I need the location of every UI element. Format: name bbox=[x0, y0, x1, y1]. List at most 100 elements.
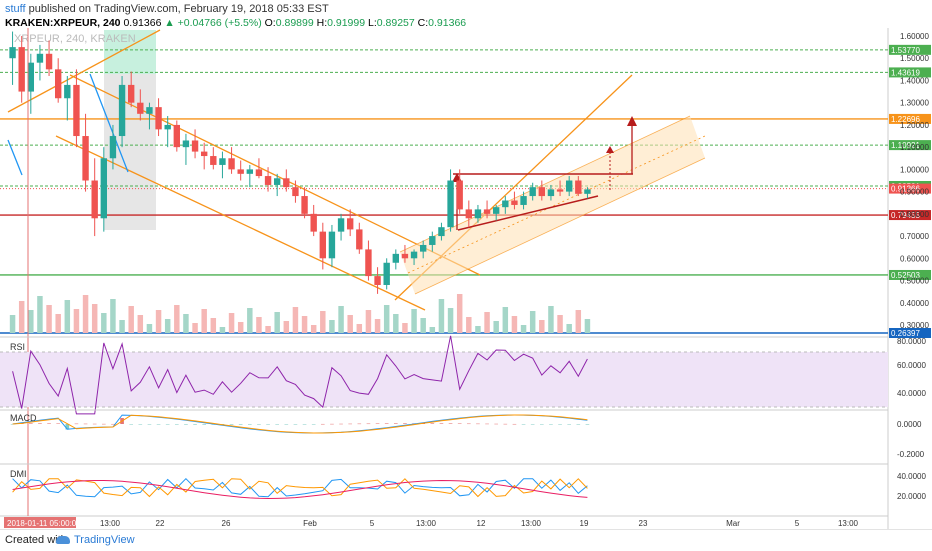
level-price-tag bbox=[889, 269, 931, 280]
time-tick-label: 12 bbox=[477, 519, 486, 528]
volume-bar bbox=[128, 306, 134, 333]
candle-body bbox=[419, 244, 427, 252]
candle-body bbox=[155, 107, 162, 130]
level-price-tag bbox=[889, 210, 931, 221]
volume-bar bbox=[575, 310, 582, 333]
open-value: 0.89899 bbox=[275, 17, 314, 29]
candle-body bbox=[529, 187, 536, 197]
rsi-tick-60: 60.0000 bbox=[897, 361, 926, 370]
candle-body bbox=[27, 62, 35, 92]
volume-bar bbox=[475, 326, 481, 333]
volume-bar bbox=[301, 316, 308, 333]
candle-body bbox=[219, 158, 226, 165]
macd-hist-bar bbox=[466, 423, 471, 425]
macd-hist-bar bbox=[530, 424, 535, 425]
level-price-tag bbox=[889, 183, 931, 194]
candle-body bbox=[365, 249, 372, 277]
macd-hist-bar bbox=[549, 424, 553, 425]
time-tick-label: 13:00 bbox=[521, 519, 542, 528]
volume-bar bbox=[256, 317, 262, 333]
volume-bars bbox=[9, 294, 591, 333]
volume-bar bbox=[247, 308, 253, 333]
level-price-label: 0.79455 bbox=[891, 211, 920, 220]
tradingview-logo[interactable]: TradingView bbox=[56, 534, 135, 546]
candle-body bbox=[127, 84, 135, 103]
low-value: 0.89257 bbox=[376, 17, 415, 29]
candle-body bbox=[182, 140, 190, 148]
crosshair-date: 2018-01-11 05:00:00 bbox=[7, 519, 81, 528]
macd-hist-bar bbox=[83, 423, 88, 425]
macd-hist-bar bbox=[56, 423, 61, 424]
price-axis: 1.60000 1.50000 1.40000 1.30000 1.20000 1.100… bbox=[900, 32, 929, 330]
candle-body bbox=[100, 158, 108, 219]
rsi-band bbox=[0, 352, 888, 407]
macd-signal-line bbox=[12, 414, 588, 434]
chart-watermark: XRPEUR, 240, KRAKEN bbox=[14, 33, 136, 45]
macd-hist-bar bbox=[284, 424, 289, 425]
macd-hist-bar bbox=[494, 423, 499, 425]
macd-hist-bar bbox=[257, 424, 261, 425]
macd-hist-bar bbox=[47, 423, 51, 424]
candle-body bbox=[173, 124, 181, 148]
volume-bar bbox=[502, 307, 509, 333]
volume-bar bbox=[210, 318, 217, 333]
time-tick-label: 23 bbox=[639, 519, 648, 528]
volume-bar bbox=[110, 299, 116, 333]
created-with-label: Created with bbox=[5, 534, 67, 546]
macd-hist-bar bbox=[476, 423, 480, 425]
volume-bar bbox=[192, 323, 198, 333]
candle-body bbox=[584, 189, 591, 194]
time-tick-label: 5 bbox=[795, 519, 800, 528]
macd-line bbox=[12, 414, 588, 434]
candle-body bbox=[346, 218, 354, 230]
author-link[interactable]: stuff bbox=[5, 3, 26, 15]
macd-hist-bar bbox=[165, 424, 170, 425]
volume-bar bbox=[119, 320, 125, 333]
price-chart[interactable]: XRPEUR, 240, KRAKEN 1.53770 1.43619 1.2269… bbox=[0, 0, 932, 529]
volume-bar bbox=[566, 324, 572, 333]
macd-hist-bar bbox=[339, 423, 343, 425]
candle-body bbox=[146, 107, 153, 114]
close-value: 0.91366 bbox=[428, 17, 467, 29]
macd-hist-bar bbox=[393, 423, 398, 424]
macd-hist-bar bbox=[512, 423, 517, 425]
dmi-plus-line bbox=[12, 477, 588, 498]
price-change: ▲ +0.04766 (+5.5%) bbox=[164, 17, 262, 29]
publish-line: stuff published on TradingView.com, Febr… bbox=[5, 3, 329, 15]
volume-bar bbox=[411, 309, 417, 333]
candle-body bbox=[319, 231, 327, 259]
candle-body bbox=[429, 236, 436, 245]
candle-body bbox=[438, 227, 445, 237]
volume-bar bbox=[201, 309, 207, 333]
macd-hist-bar bbox=[585, 424, 590, 425]
candle-body bbox=[264, 176, 272, 185]
volume-bar bbox=[274, 312, 280, 333]
volume-bar bbox=[438, 299, 445, 333]
volume-bar bbox=[64, 300, 71, 333]
candle-body bbox=[292, 187, 299, 197]
volume-bar bbox=[539, 320, 545, 333]
candle-body bbox=[64, 84, 71, 99]
macd-hist-bar bbox=[293, 424, 298, 425]
level-price-label: 1.53770 bbox=[891, 46, 920, 55]
price-tick-label: 1.40000 bbox=[900, 76, 929, 85]
blue-trend-line-left bbox=[7, 139, 23, 176]
volume-bar bbox=[383, 305, 390, 333]
crosshair-date-box bbox=[4, 517, 76, 528]
candle-body bbox=[91, 180, 98, 219]
last-price: 0.91366 bbox=[123, 17, 162, 29]
dmi-tick-40: 40.0000 bbox=[897, 472, 926, 481]
candle-body bbox=[82, 136, 89, 181]
volume-bar bbox=[420, 318, 426, 333]
projection-arrow-head bbox=[606, 146, 614, 153]
time-tick-label: 5 bbox=[370, 519, 375, 528]
level-price-tag bbox=[889, 44, 931, 55]
volume-bar bbox=[46, 305, 52, 333]
rising-channel-fill bbox=[400, 116, 705, 294]
candle-body bbox=[465, 209, 473, 219]
volume-bar bbox=[265, 326, 271, 333]
chart-header: stuff published on TradingView.com, Febr… bbox=[0, 0, 932, 34]
volume-bar bbox=[101, 313, 107, 333]
time-tick-label: 19 bbox=[580, 519, 589, 528]
candle-body bbox=[200, 151, 208, 157]
